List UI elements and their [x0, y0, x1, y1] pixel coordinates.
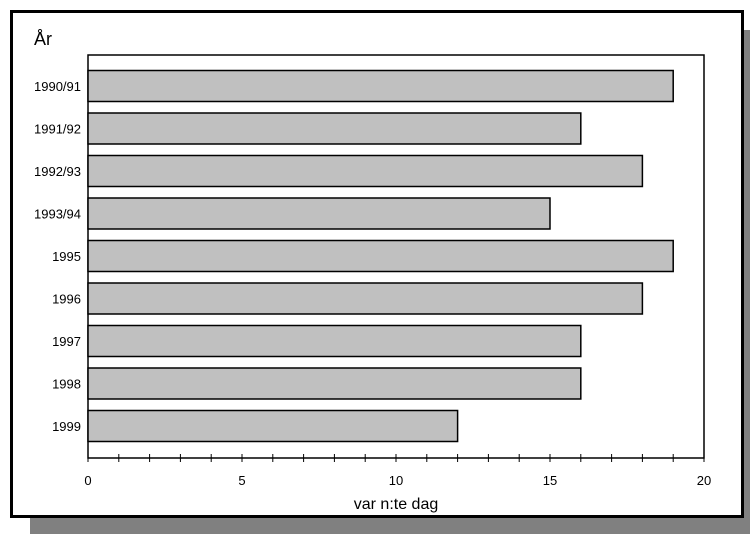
- bar-1990-91: [87, 69, 674, 103]
- x-tick-label: 5: [238, 473, 245, 488]
- bar-1991-92: [87, 112, 582, 145]
- x-ticks: 0 5 10 15 20: [84, 454, 711, 488]
- y-tick-label: 1999: [52, 419, 81, 434]
- y-tick-label: 1992/93: [34, 164, 81, 179]
- x-tick-label: 15: [543, 473, 557, 488]
- bar-1995: [87, 239, 674, 273]
- bar-1999: [87, 409, 459, 443]
- x-tick-label: 20: [697, 473, 711, 488]
- y-tick-label: 1998: [52, 377, 81, 392]
- bar-1996: [87, 282, 644, 315]
- bar-1992-93: [87, 154, 644, 188]
- y-tick-labels: 1990/91 1991/92 1992/93 1993/94 1995 1996 1997…: [34, 79, 81, 434]
- x-axis-title: var n:te dag: [354, 496, 439, 513]
- y-tick-label: 1991/92: [34, 122, 81, 137]
- y-axis-title: År: [34, 29, 52, 49]
- y-tick-label: 1993/94: [34, 207, 81, 222]
- x-tick-label: 0: [84, 473, 91, 488]
- y-tick-label: 1997: [52, 334, 81, 349]
- bar-1998: [87, 367, 582, 400]
- y-tick-label: 1996: [52, 292, 81, 307]
- bar-1997: [87, 324, 582, 358]
- bars-group: [87, 69, 674, 443]
- bar-1993-94: [87, 197, 551, 230]
- y-tick-label: 1990/91: [34, 79, 81, 94]
- x-tick-label: 10: [389, 473, 403, 488]
- y-tick-label: 1995: [52, 249, 81, 264]
